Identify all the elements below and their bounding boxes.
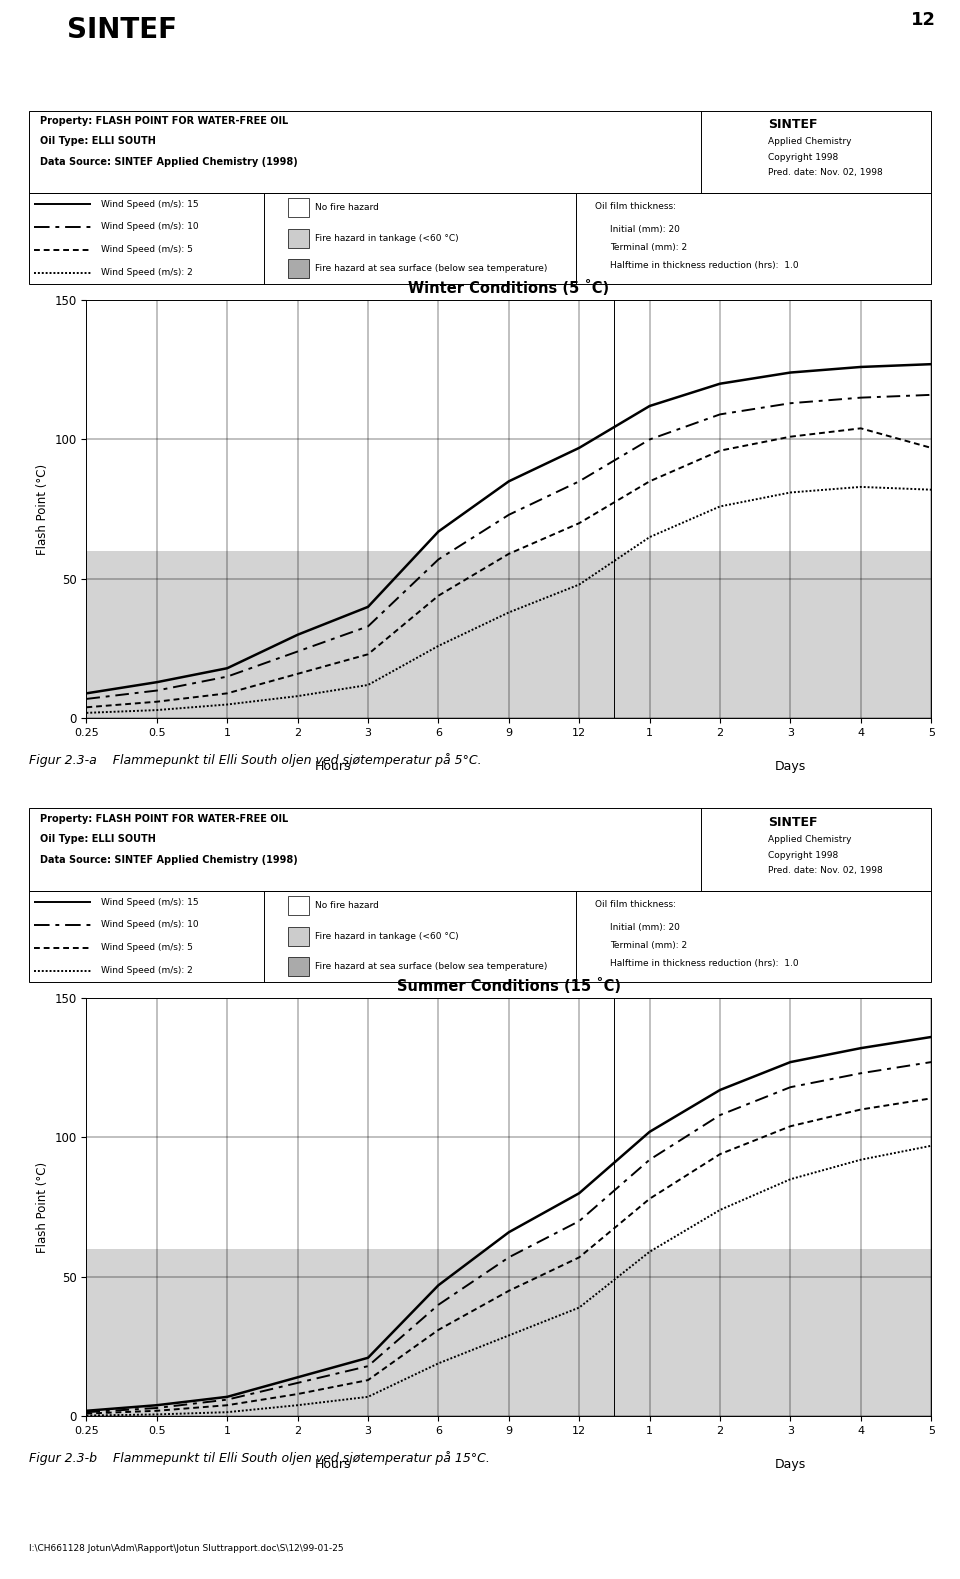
Text: Initial (mm): 20: Initial (mm): 20 bbox=[610, 224, 680, 234]
Text: Pred. date: Nov. 02, 1998: Pred. date: Nov. 02, 1998 bbox=[768, 167, 883, 177]
Text: Pred. date: Nov. 02, 1998: Pred. date: Nov. 02, 1998 bbox=[768, 865, 883, 875]
Text: Terminal (mm): 2: Terminal (mm): 2 bbox=[610, 243, 686, 253]
Text: SINTEF: SINTEF bbox=[768, 816, 818, 829]
Text: Property: FLASH POINT FOR WATER-FREE OIL: Property: FLASH POINT FOR WATER-FREE OIL bbox=[40, 813, 289, 824]
Text: Wind Speed (m/s): 10: Wind Speed (m/s): 10 bbox=[101, 921, 199, 930]
Title: Summer Conditions (15 ˚C): Summer Conditions (15 ˚C) bbox=[396, 977, 621, 995]
Text: Applied Chemistry: Applied Chemistry bbox=[768, 137, 852, 145]
Text: Oil film thickness:: Oil film thickness: bbox=[595, 900, 676, 910]
Text: Data Source: SINTEF Applied Chemistry (1998): Data Source: SINTEF Applied Chemistry (1… bbox=[40, 156, 298, 167]
Text: Fire hazard at sea surface (below sea temperature): Fire hazard at sea surface (below sea te… bbox=[315, 264, 547, 273]
Bar bbox=[86, 551, 931, 718]
Text: Data Source: SINTEF Applied Chemistry (1998): Data Source: SINTEF Applied Chemistry (1… bbox=[40, 854, 298, 865]
Text: Oil Type: ELLI SOUTH: Oil Type: ELLI SOUTH bbox=[40, 834, 156, 845]
Text: 12: 12 bbox=[911, 11, 936, 28]
Text: Days: Days bbox=[775, 759, 806, 774]
Text: Figur 2.3-b    Flammepunkt til Elli South oljen ved sjøtemperatur på 15°C.: Figur 2.3-b Flammepunkt til Elli South o… bbox=[29, 1451, 490, 1465]
Text: SINTEF: SINTEF bbox=[67, 16, 178, 44]
Text: Copyright 1998: Copyright 1998 bbox=[768, 153, 838, 163]
Text: No fire hazard: No fire hazard bbox=[315, 902, 379, 911]
Text: Hours: Hours bbox=[315, 759, 351, 774]
Y-axis label: Flash Point (°C): Flash Point (°C) bbox=[36, 464, 49, 554]
Text: Wind Speed (m/s): 2: Wind Speed (m/s): 2 bbox=[101, 268, 193, 278]
Text: No fire hazard: No fire hazard bbox=[315, 204, 379, 213]
Text: Oil Type: ELLI SOUTH: Oil Type: ELLI SOUTH bbox=[40, 136, 156, 147]
Text: Wind Speed (m/s): 15: Wind Speed (m/s): 15 bbox=[101, 897, 199, 906]
Text: Wind Speed (m/s): 10: Wind Speed (m/s): 10 bbox=[101, 223, 199, 232]
Text: Fire hazard at sea surface (below sea temperature): Fire hazard at sea surface (below sea te… bbox=[315, 962, 547, 971]
Text: Wind Speed (m/s): 5: Wind Speed (m/s): 5 bbox=[101, 245, 193, 254]
Text: Wind Speed (m/s): 2: Wind Speed (m/s): 2 bbox=[101, 966, 193, 976]
Text: Hours: Hours bbox=[315, 1459, 351, 1472]
Bar bbox=[86, 1249, 931, 1416]
Text: Fire hazard in tankage (<60 °C): Fire hazard in tankage (<60 °C) bbox=[315, 932, 459, 941]
Text: SINTEF: SINTEF bbox=[768, 118, 818, 131]
Text: Days: Days bbox=[775, 1459, 806, 1472]
Text: Property: FLASH POINT FOR WATER-FREE OIL: Property: FLASH POINT FOR WATER-FREE OIL bbox=[40, 115, 289, 126]
Y-axis label: Flash Point (°C): Flash Point (°C) bbox=[36, 1162, 49, 1252]
Text: Halftime in thickness reduction (hrs):  1.0: Halftime in thickness reduction (hrs): 1… bbox=[610, 960, 798, 968]
Text: I:\CH661128 Jotun\Adm\Rapport\Jotun Sluttrapport.doc\S\12\99-01-25: I:\CH661128 Jotun\Adm\Rapport\Jotun Slut… bbox=[29, 1544, 344, 1554]
Text: Terminal (mm): 2: Terminal (mm): 2 bbox=[610, 941, 686, 951]
Text: Initial (mm): 20: Initial (mm): 20 bbox=[610, 922, 680, 932]
Title: Winter Conditions (5 ˚C): Winter Conditions (5 ˚C) bbox=[408, 279, 610, 297]
Text: Oil film thickness:: Oil film thickness: bbox=[595, 202, 676, 212]
Text: Wind Speed (m/s): 15: Wind Speed (m/s): 15 bbox=[101, 199, 199, 208]
Text: Figur 2.3-a    Flammepunkt til Elli South oljen ved sjøtemperatur på 5°C.: Figur 2.3-a Flammepunkt til Elli South o… bbox=[29, 753, 481, 767]
Text: Halftime in thickness reduction (hrs):  1.0: Halftime in thickness reduction (hrs): 1… bbox=[610, 262, 798, 270]
Text: Fire hazard in tankage (<60 °C): Fire hazard in tankage (<60 °C) bbox=[315, 234, 459, 243]
Text: Applied Chemistry: Applied Chemistry bbox=[768, 835, 852, 843]
Text: Copyright 1998: Copyright 1998 bbox=[768, 851, 838, 861]
Text: Wind Speed (m/s): 5: Wind Speed (m/s): 5 bbox=[101, 943, 193, 952]
